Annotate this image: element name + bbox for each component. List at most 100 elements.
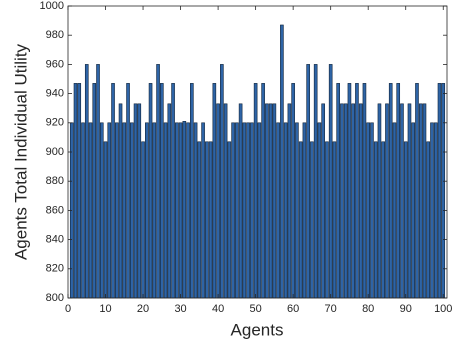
x-tick-label: 90 <box>400 303 412 315</box>
bar <box>107 122 112 299</box>
bar <box>212 83 217 299</box>
bar <box>336 83 340 299</box>
bar <box>178 122 183 299</box>
bar <box>396 83 401 299</box>
bar <box>160 83 164 299</box>
bar <box>88 122 93 299</box>
bar <box>250 122 254 299</box>
bar <box>332 141 337 299</box>
bar <box>253 83 258 299</box>
bar <box>242 122 247 299</box>
bar <box>257 122 262 299</box>
bar <box>171 83 175 299</box>
bar <box>287 103 292 299</box>
bar <box>302 122 307 299</box>
bar <box>370 122 374 299</box>
bar <box>392 122 397 299</box>
y-tick-label: 820 <box>46 263 64 275</box>
bar <box>186 122 190 299</box>
bar <box>317 122 322 299</box>
bar <box>145 122 149 299</box>
x-tick-label: 80 <box>362 303 374 315</box>
y-tick-label: 860 <box>46 204 64 216</box>
y-tick-label: 840 <box>46 234 64 246</box>
bar <box>261 83 265 299</box>
bar <box>306 64 310 299</box>
bar <box>437 83 442 299</box>
bar <box>238 103 243 299</box>
x-tick-label: 70 <box>325 303 337 315</box>
bar <box>92 83 97 299</box>
bar <box>366 122 370 299</box>
bar <box>246 122 250 299</box>
bar <box>280 24 284 299</box>
bar <box>373 141 378 299</box>
bar <box>216 103 220 299</box>
bar <box>310 141 314 299</box>
bar <box>430 122 434 299</box>
x-tick-label: 50 <box>249 303 261 315</box>
x-tick-label: 60 <box>287 303 299 315</box>
bar <box>355 83 359 299</box>
bar <box>231 122 235 299</box>
bar <box>197 141 202 299</box>
y-tick-label: 1000 <box>40 0 64 12</box>
bar <box>175 122 179 299</box>
bar <box>223 103 228 299</box>
bar <box>321 103 325 299</box>
bar <box>441 83 446 299</box>
bar <box>272 103 277 299</box>
y-tick-label: 900 <box>46 146 64 158</box>
bar <box>403 141 408 299</box>
bar <box>358 103 363 299</box>
x-tick-label: 30 <box>174 303 186 315</box>
bar <box>276 122 280 299</box>
bar <box>205 141 209 299</box>
x-tick-label: 40 <box>212 303 224 315</box>
x-tick-label: 20 <box>137 303 149 315</box>
y-tick-label: 940 <box>46 88 64 100</box>
bar <box>152 122 157 299</box>
bar <box>201 122 205 299</box>
bar <box>96 64 100 299</box>
bar <box>418 103 423 299</box>
y-tick-label: 960 <box>46 58 64 70</box>
bar <box>381 141 386 299</box>
bar <box>411 122 416 299</box>
bar <box>73 83 78 299</box>
bar <box>148 83 153 299</box>
bar <box>295 122 299 299</box>
bar <box>388 83 393 299</box>
y-tick-label: 920 <box>46 117 64 129</box>
bar <box>118 103 123 299</box>
bar <box>103 141 108 299</box>
bar <box>182 121 187 299</box>
bar <box>193 122 198 299</box>
bar <box>81 122 85 299</box>
bar <box>265 103 269 299</box>
bar <box>313 64 318 299</box>
bar <box>99 122 104 299</box>
bar <box>343 103 348 299</box>
x-axis-title: Agents <box>231 320 284 339</box>
y-tick-label: 880 <box>46 175 64 187</box>
bar <box>111 83 115 299</box>
x-tick-label: 0 <box>65 303 71 315</box>
bar <box>328 64 333 299</box>
bar <box>163 122 168 299</box>
bar <box>407 103 412 299</box>
x-tick-label: 10 <box>99 303 111 315</box>
y-tick-label: 800 <box>46 292 64 304</box>
y-axis-title: Agents Total Individual Utility <box>11 43 30 260</box>
bar <box>268 103 273 299</box>
bar <box>347 83 352 299</box>
bar <box>377 103 382 299</box>
bar <box>415 83 419 299</box>
bar <box>283 122 288 299</box>
bar <box>227 141 232 299</box>
bar <box>129 122 134 299</box>
bar <box>114 122 119 299</box>
bar <box>325 141 329 299</box>
bar <box>137 103 142 299</box>
bar <box>362 83 367 299</box>
